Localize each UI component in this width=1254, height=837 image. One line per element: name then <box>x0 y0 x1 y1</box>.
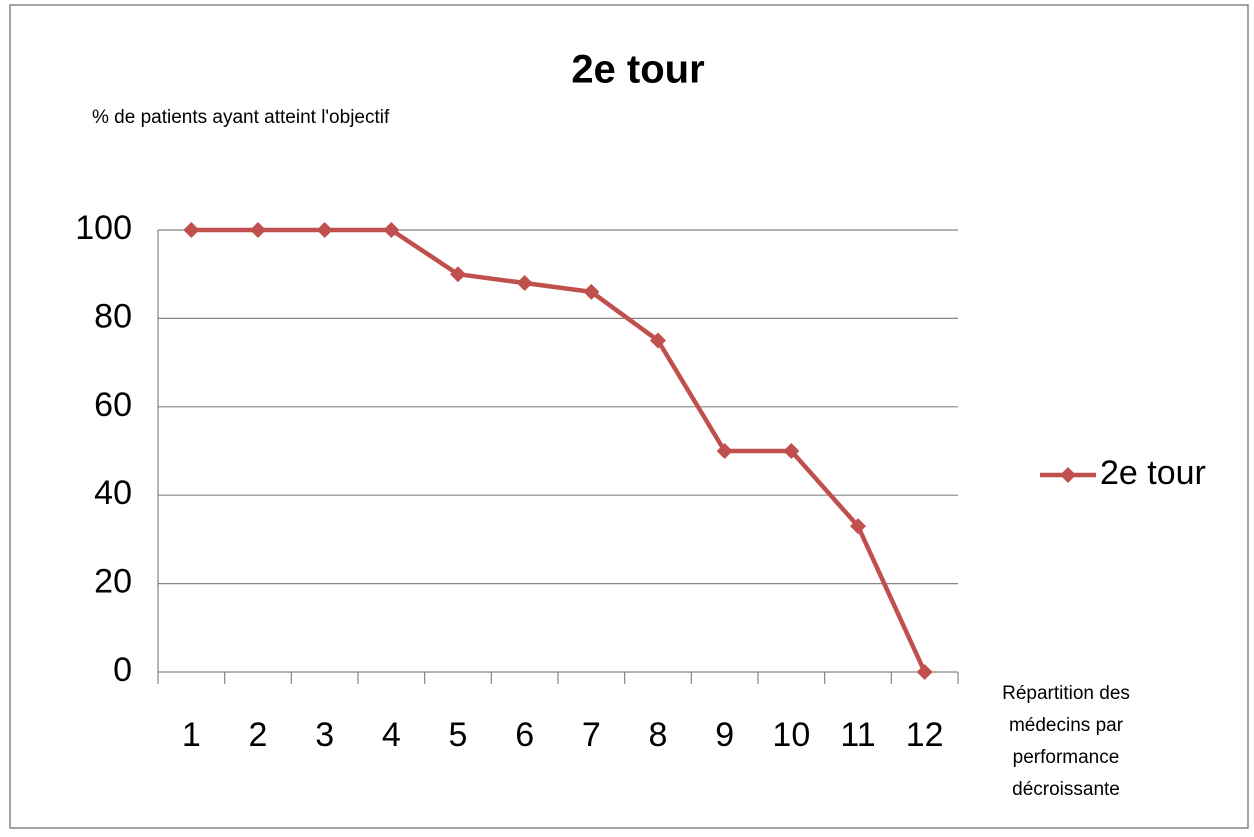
y-tick-label: 40 <box>94 474 132 512</box>
chart-border <box>9 4 1249 829</box>
x-tick-label: 5 <box>449 716 468 754</box>
x-tick-label: 11 <box>840 716 875 754</box>
x-tick-label: 8 <box>649 716 668 754</box>
y-tick-label: 20 <box>94 563 132 601</box>
x-axis-label: médecins par <box>1009 715 1124 736</box>
data-point <box>383 222 400 238</box>
y-tick-label: 60 <box>94 386 132 424</box>
data-point <box>250 222 266 238</box>
x-tick-label: 3 <box>315 716 334 754</box>
data-point <box>916 664 933 680</box>
x-tick-label: 7 <box>582 716 601 754</box>
data-point <box>316 222 333 238</box>
x-axis-label: performance <box>1013 747 1120 768</box>
legend-marker <box>1060 467 1076 483</box>
x-tick-label: 9 <box>715 716 734 754</box>
x-axis-label: décroissante <box>1012 779 1120 800</box>
data-point <box>716 443 733 459</box>
x-tick-label: 10 <box>772 716 810 754</box>
y-tick-label: 80 <box>94 297 132 335</box>
data-point <box>650 332 666 349</box>
data-point <box>783 443 800 459</box>
chart-title: 2e tour <box>571 48 704 92</box>
x-tick-label: 2 <box>249 716 268 754</box>
y-tick-label: 100 <box>75 209 132 247</box>
x-tick-label: 6 <box>515 716 534 754</box>
x-tick-label: 12 <box>906 716 944 754</box>
x-tick-label: 1 <box>182 716 201 754</box>
data-point <box>516 275 533 292</box>
y-tick-label: 0 <box>113 651 132 689</box>
data-point <box>183 222 200 238</box>
data-point <box>850 518 866 535</box>
x-axis-label: Répartition des <box>1002 683 1130 704</box>
legend-label: 2e tour <box>1100 454 1206 492</box>
data-point <box>450 266 466 283</box>
series-line <box>191 227 927 673</box>
y-axis-label: % de patients ayant atteint l'objectif <box>92 107 390 128</box>
x-tick-label: 4 <box>382 716 401 754</box>
data-point <box>583 283 600 300</box>
